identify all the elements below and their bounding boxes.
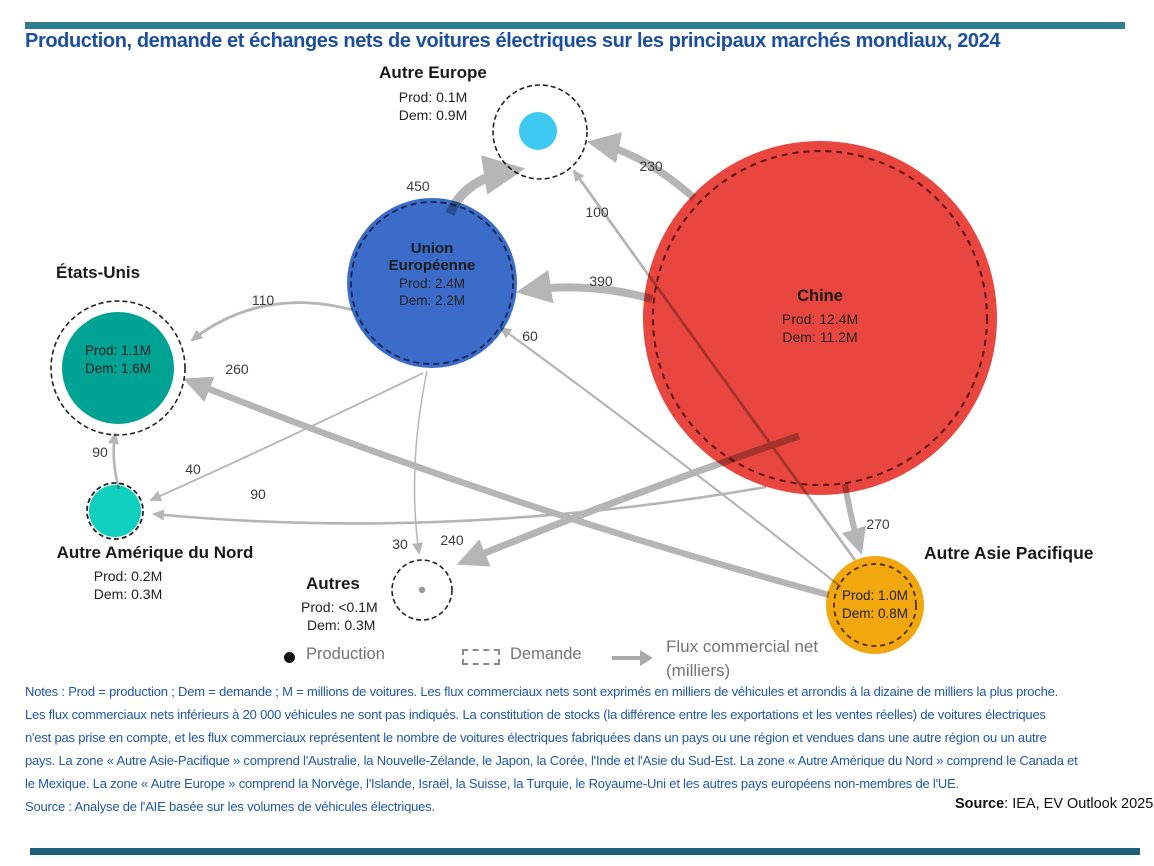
autre-asie-pacifique-production-circle (826, 556, 924, 654)
autres-dem: Dem: 0.3M (307, 617, 376, 633)
union-europeenne-demand-circle (350, 201, 514, 365)
autres-prod: Prod: <0.1M (301, 599, 378, 615)
flow-chine-to-aap (841, 483, 866, 555)
union-europeenne-dem: Dem: 2.2M (398, 293, 466, 308)
autre-asie-pacifique-dem: Dem: 0.8M (841, 606, 909, 621)
chine-demand-circle (652, 150, 988, 486)
flow-label-270: 270 (866, 516, 890, 532)
union-europeenne-label: Union Européenne (388, 240, 476, 274)
flow-chine-to-ue (516, 270, 654, 304)
autre-europe-prod: Prod: 0.1M (398, 89, 468, 105)
chine-production-circle (643, 141, 997, 495)
autre-europe-label: Autre Europe (379, 63, 487, 82)
flow-aap-to-autre-europe (572, 169, 857, 561)
node-autres (391, 559, 453, 621)
chine-dem: Dem: 11.2M (782, 329, 858, 345)
legend-production-label: Production (306, 645, 385, 663)
flow-aap-to-etats-unis (182, 376, 830, 599)
autre-asie-pacifique-prod: Prod: 1.0M (841, 588, 909, 603)
autre-amerique-du-nord-label: Autre Amérique du Nord (56, 543, 254, 562)
flow-label-30: 30 (392, 536, 408, 552)
autre-amerique-du-nord-demand-circle (86, 482, 144, 540)
flow-chine-to-autre-europe (586, 132, 697, 201)
etats-unis-label: États-Unis (56, 263, 141, 282)
node-etats-unis (50, 300, 186, 436)
flow-label-240: 240 (440, 532, 464, 548)
flow-chine-to-autres (456, 432, 801, 567)
source-right-label: Source (955, 796, 1005, 812)
flow-ue-to-etats-unis (190, 301, 354, 342)
flow-ue-to-aanord (149, 372, 424, 501)
node-union-europeenne (347, 198, 517, 368)
autre-europe-production-circle (519, 112, 557, 150)
note-line-3: n'est pas prise en compte, et les flux c… (25, 730, 1047, 745)
legend-production-dot-icon (284, 652, 295, 663)
flow-label-90-vertical: 90 (92, 444, 108, 460)
flow-chine-to-aanord (152, 485, 767, 525)
source-right: Source: IEA, EV Outlook 2025 (955, 796, 1153, 812)
flow-label-450: 450 (406, 178, 430, 194)
source-right-value: : IEA, EV Outlook 2025 (1004, 796, 1154, 812)
flow-ue-to-autres (412, 370, 428, 555)
etats-unis-production-circle (62, 312, 174, 424)
legend-flow-arrow-icon (612, 656, 642, 660)
node-autre-asie-pacifique (826, 556, 924, 654)
note-line-2: Les flux commerciaux nets inférieurs à 2… (25, 707, 1046, 722)
figure-title: Production, demande et échanges nets de … (25, 30, 1001, 52)
legend-demande-label: Demande (510, 645, 582, 663)
node-chine (643, 141, 997, 495)
autre-amerique-du-nord-prod: Prod: 0.2M (93, 568, 163, 584)
union-europeenne-production-circle (347, 198, 517, 368)
flow-label-390: 390 (589, 273, 613, 289)
note-line-1: Notes : Prod = production ; Dem = demand… (25, 684, 1059, 699)
etats-unis-prod: Prod: 1.1M (84, 343, 152, 358)
autre-amerique-du-nord-dem: Dem: 0.3M (93, 586, 163, 602)
note-line-4: pays. La zone « Autre Asie-Pacifique » c… (25, 753, 1078, 768)
autre-europe-dem: Dem: 0.9M (398, 107, 468, 123)
legend-demand-dashed-box-icon (462, 649, 500, 665)
legend-flow-arrowhead-icon (640, 650, 653, 666)
note-line-5: le Mexique. La zone « Autre Europe » com… (25, 776, 959, 791)
autres-production-circle (418, 586, 426, 594)
autre-amerique-du-nord-production-circle (89, 485, 141, 537)
union-europeenne-prod: Prod: 2.4M (398, 276, 466, 291)
chine-label: Chine (797, 287, 843, 305)
flow-ue-to-autre-europe (445, 155, 526, 216)
node-autre-amerique-du-nord (86, 482, 144, 540)
flow-label-110: 110 (251, 292, 275, 308)
autre-asie-pacifique-demand-circle (833, 563, 917, 647)
autre-asie-pacifique-label: Autre Asie Pacifique (924, 543, 1094, 563)
flow-label-100: 100 (585, 204, 609, 220)
legend-flux-label-line2: (milliers) (666, 661, 731, 680)
etats-unis-dem: Dem: 1.6M (84, 361, 152, 376)
flow-label-260: 260 (225, 361, 249, 377)
flow-aanord-to-etats-unis (108, 432, 121, 490)
flow-label-90-horizontal: 90 (250, 486, 266, 502)
legend-flux-label-line1: Flux commercial net (666, 637, 819, 656)
bottom-rule (30, 848, 1140, 855)
source-left: Source : Analyse de l'AIE basée sur les … (25, 799, 435, 814)
flow-aap-to-ue (499, 326, 842, 588)
flow-label-230: 230 (639, 158, 663, 174)
flow-label-60: 60 (522, 328, 538, 344)
top-rule (25, 22, 1125, 29)
autres-label: Autres (306, 574, 360, 593)
flow-arrows (108, 132, 866, 599)
chine-prod: Prod: 12.4M (781, 311, 859, 327)
flow-label-40: 40 (185, 461, 201, 477)
